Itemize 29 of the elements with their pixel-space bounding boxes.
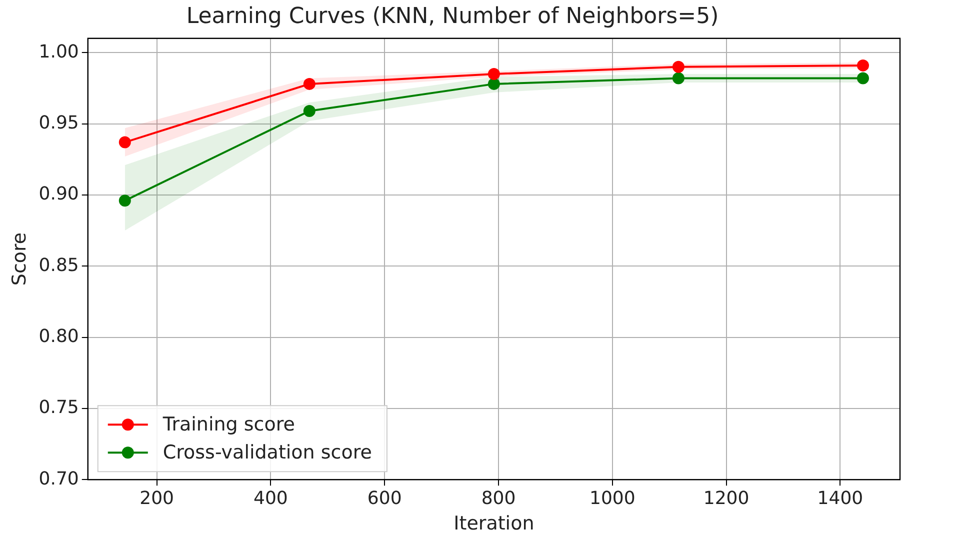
x-tick-label: 600	[367, 488, 402, 510]
y-tick-label: 0.75	[38, 397, 79, 418]
point	[488, 78, 500, 90]
legend-label: Training score	[162, 414, 295, 436]
x-axis-title: Iteration	[454, 512, 534, 535]
y-tick-label: 0.85	[38, 254, 79, 276]
point	[856, 59, 869, 72]
point	[303, 104, 316, 117]
x-tick-label: 1000	[589, 488, 636, 510]
y-tick-label: 0.80	[38, 326, 79, 347]
x-tick-label: 400	[254, 488, 288, 510]
x-tick-label: 1400	[817, 488, 864, 510]
y-tick-label: 0.95	[38, 112, 79, 134]
y-tick-label: 0.70	[38, 468, 79, 490]
y-tick-label: 0.90	[38, 184, 79, 205]
point	[488, 68, 500, 80]
point	[672, 72, 684, 84]
y-tick-label: 1.00	[38, 41, 79, 62]
y-axis-title: Score	[8, 232, 30, 286]
chart-title: Learning Curves (KNN, Number of Neighbors=5)	[186, 4, 719, 29]
point	[303, 78, 316, 90]
x-tick-label: 800	[481, 488, 516, 510]
point	[118, 136, 131, 148]
x-tick-label: 200	[140, 488, 174, 510]
point	[118, 194, 131, 207]
x-tick-label: 1200	[703, 488, 750, 510]
point	[672, 60, 684, 73]
legend-label: Cross-validation score	[162, 442, 372, 464]
point	[856, 72, 869, 84]
